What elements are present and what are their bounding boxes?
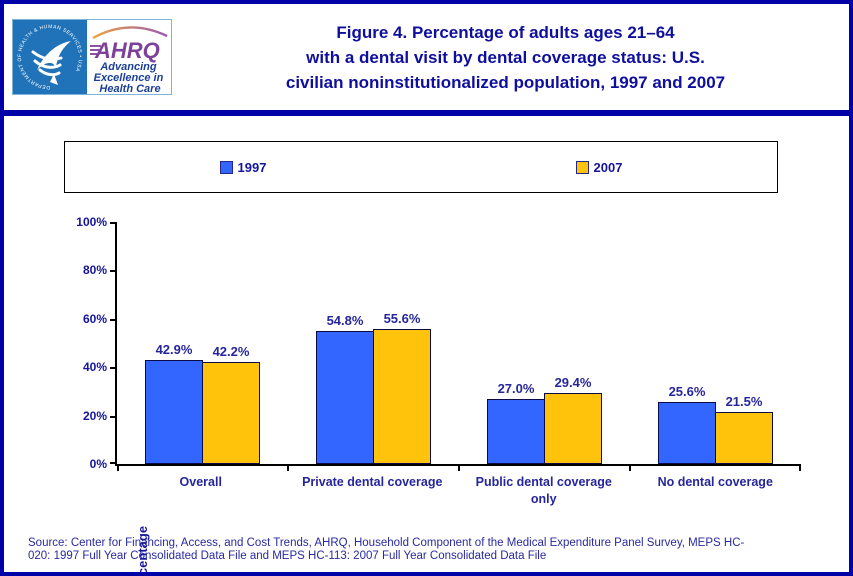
y-tick-mark: [110, 415, 117, 418]
source-note-line2: 020: 1997 Full Year Consolidated Data Fi…: [28, 550, 547, 562]
hhs-eagle-icon: [31, 41, 71, 85]
bar-1997: [316, 331, 374, 464]
bar-1997: [487, 398, 545, 464]
bar-unit-1997: 27.0%: [487, 381, 545, 464]
category-cell: Public dental coverage only: [458, 474, 630, 508]
category-label: Public dental coverage only: [475, 475, 612, 506]
bar-value-label: 21.5%: [725, 393, 763, 409]
bar-group: 25.6% 21.5%: [630, 222, 801, 464]
y-tick-mark: [110, 462, 117, 464]
x-tick-mark: [117, 464, 119, 471]
legend-label: 2007: [593, 159, 623, 175]
figure-title-line2: with a dental visit by dental coverage s…: [306, 47, 705, 67]
plot-area: Percentage 42.9% 42.2% 54.8% 55.6% 27.0% 29.4…: [76, 215, 801, 572]
source-note: Source: Center for Financing, Access, an…: [28, 537, 833, 563]
y-tick-label: 100%: [76, 215, 107, 229]
bar-2007: [544, 392, 602, 464]
x-tick-mark: [629, 464, 631, 471]
bar-unit-2007: 55.6%: [373, 311, 431, 464]
x-tick-mark: [287, 464, 289, 471]
bar-value-label: 54.8%: [326, 313, 364, 329]
y-tick-label: 60%: [82, 311, 107, 326]
category-label: No dental coverage: [657, 475, 773, 489]
bar-value-label: 55.6%: [383, 311, 421, 327]
y-tick-mark: [110, 367, 117, 370]
bar-unit-1997: 25.6%: [658, 384, 716, 464]
figure-title-line3: civilian noninstitutionalized population…: [285, 72, 726, 92]
ahrq-acronym: AHRQ: [94, 38, 160, 63]
x-tick-mark: [799, 464, 801, 471]
y-tick-mark: [110, 270, 117, 273]
source-note-line1: Source: Center for Financing, Access, an…: [28, 537, 745, 549]
y-tick-mark: [110, 222, 117, 224]
category-cell: Overall: [115, 474, 287, 508]
category-cell: No dental coverage: [630, 474, 802, 508]
category-cell: Private dental coverage: [287, 474, 459, 508]
figure-title-line1: Figure 4. Percentage of adults ages 21–6…: [336, 22, 675, 42]
bar-2007: [373, 329, 431, 464]
y-tick-label: 20%: [82, 408, 107, 423]
bar-unit-2007: 42.2%: [202, 344, 260, 464]
legend-swatch-icon: [575, 160, 589, 174]
x-tick-mark: [458, 464, 460, 471]
y-tick-label: 40%: [82, 360, 107, 375]
hhs-ahrq-logo: DEPARTMENT OF HEALTH & HUMAN SERVICES • …: [12, 19, 172, 95]
bar-group: 54.8% 55.6%: [288, 222, 459, 464]
bar-group: 42.9% 42.2%: [117, 222, 288, 464]
figure-title: Figure 4. Percentage of adults ages 21–6…: [172, 20, 849, 95]
bar-unit-2007: 21.5%: [715, 394, 773, 464]
y-tick-label: 80%: [82, 263, 107, 278]
bar-value-label: 25.6%: [668, 384, 706, 400]
legend-item-2007: 2007: [421, 142, 777, 192]
bar-2007: [715, 411, 773, 464]
category-label: Overall: [179, 475, 222, 489]
legend-label: 1997: [237, 159, 267, 175]
bar-unit-1997: 54.8%: [316, 313, 374, 464]
bar-2007: [202, 361, 260, 464]
bar-1997: [658, 402, 716, 464]
ahrq-swoosh-icon: [92, 26, 168, 40]
legend-item-1997: 1997: [65, 142, 421, 192]
hhs-logo-icon: DEPARTMENT OF HEALTH & HUMAN SERVICES • …: [13, 20, 87, 94]
bar-value-label: 42.9%: [155, 342, 193, 358]
bar-unit-1997: 42.9%: [145, 342, 203, 464]
bar-group: 27.0% 29.4%: [459, 222, 630, 464]
legend: 1997 2007: [64, 141, 778, 193]
bar-unit-2007: 29.4%: [544, 375, 602, 464]
header: DEPARTMENT OF HEALTH & HUMAN SERVICES • …: [4, 4, 849, 110]
legend-swatch-icon: [219, 160, 233, 174]
ahrq-logo-icon: AHRQ Advancing Excellence in Health Care: [87, 20, 171, 94]
header-divider: [4, 110, 849, 116]
x-axis-category-labels: Overall Private dental coverage Public den…: [115, 474, 801, 508]
bar-value-label: 27.0%: [497, 380, 535, 396]
bar-value-label: 29.4%: [554, 374, 592, 390]
y-tick-label: 0%: [89, 457, 107, 471]
ahrq-tagline: Advancing Excellence in Health Care: [94, 61, 167, 94]
bar-groups: 42.9% 42.2% 54.8% 55.6% 27.0% 29.4% 25.6% 21.5%: [117, 222, 801, 464]
bar-value-label: 42.2%: [212, 343, 250, 359]
bar-1997: [145, 360, 203, 464]
y-tick-mark: [110, 318, 117, 321]
category-label: Private dental coverage: [302, 475, 443, 489]
